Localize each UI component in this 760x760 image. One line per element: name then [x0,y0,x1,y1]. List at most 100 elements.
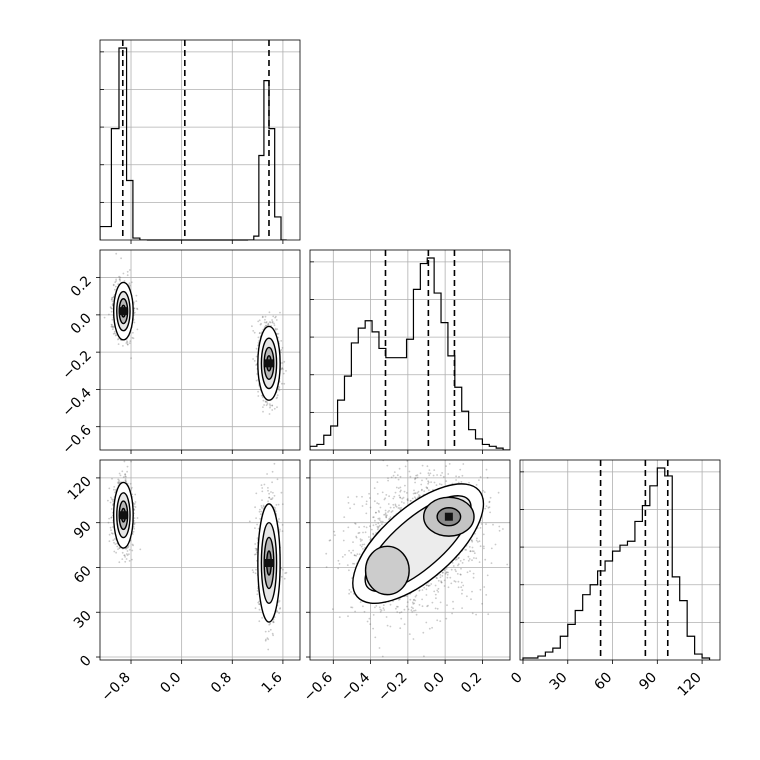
sample-point [123,460,126,463]
sample-point [479,545,482,548]
sample-point [133,307,136,310]
sample-point [460,443,462,445]
sample-point [272,621,275,623]
sample-point [123,554,126,557]
sample-point [124,480,127,482]
sample-point [283,382,286,385]
sample-point [272,491,274,494]
sample-point [270,491,272,493]
sample-point [126,465,129,468]
sample-point [109,526,112,529]
sample-point [110,516,113,519]
sample-point [267,487,269,489]
sample-point [369,497,371,499]
sample-point [133,311,136,314]
density-peak [264,359,273,368]
sample-point [266,637,269,639]
sample-point [112,539,115,542]
sample-point [111,297,114,299]
sample-point [470,598,472,601]
sample-point [422,631,425,634]
sample-point [276,610,279,613]
sample-point [278,389,281,392]
sample-point [139,548,142,551]
sample-point [273,407,276,410]
sample-point [271,321,274,324]
sample-point [122,476,125,478]
sample-point [110,498,113,500]
sample-point [276,478,279,481]
sample-point [259,508,261,511]
sample-point [128,560,131,562]
sample-point [256,373,258,375]
sample-point [436,577,438,580]
sample-point [112,295,115,298]
sample-point [280,491,283,494]
sample-point [273,494,276,497]
sample-point [128,548,131,551]
sample-point [258,319,261,322]
sample-point [122,272,125,275]
sample-point [471,540,474,543]
sample-point [409,475,412,478]
sample-point [263,483,266,486]
sample-point [483,586,486,588]
sample-point [111,477,113,480]
sample-point [108,313,110,316]
sample-point [273,324,276,327]
sample-point [255,355,258,358]
sample-point [281,367,284,369]
panel-frame [519,459,721,661]
sample-point [124,560,127,563]
sample-point [483,547,485,550]
sample-point [253,553,256,556]
sample-point [121,558,124,560]
sample-point [110,532,113,535]
sample-point [428,584,431,587]
sample-point [355,495,358,498]
sample-point [356,553,359,555]
hist-panel-p2 [519,459,721,661]
sample-point [379,611,382,613]
sample-point [264,639,267,642]
sample-point [376,525,379,528]
sample-point [248,520,251,523]
sample-point [116,545,119,548]
sample-point [111,328,114,331]
sample-point [110,325,113,328]
sample-point [117,343,120,345]
sample-point [370,537,372,540]
sample-point [375,511,377,514]
sample-point [108,487,111,490]
sample-point [271,632,274,635]
sample-point [110,298,113,301]
sample-point [121,470,124,473]
sample-point [118,547,121,550]
sample-point [253,331,256,334]
sample-point [419,472,422,475]
sample-point [132,530,135,533]
sample-point [282,568,284,571]
sample-point [380,520,382,523]
sample-point [253,360,256,362]
sample-point [125,480,127,483]
sample-point [261,394,263,397]
sample-point [488,506,491,508]
sample-point [265,321,267,324]
sample-point [274,507,277,509]
sample-point [124,478,127,481]
sample-point [108,533,111,536]
sample-point [268,321,271,323]
sample-point [255,364,257,366]
sample-point [271,497,274,499]
sample-point [127,553,130,555]
sample-point [115,551,117,554]
sample-point [133,509,136,511]
sample-point [113,550,116,553]
sample-point [258,332,261,335]
sample-point [259,513,262,515]
sample-point [278,600,281,602]
sample-point [260,484,263,486]
sample-point [354,610,356,613]
sample-point [425,584,428,587]
